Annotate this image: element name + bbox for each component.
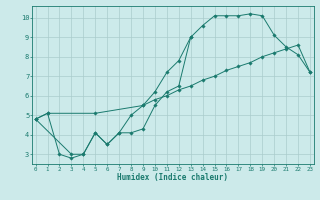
X-axis label: Humidex (Indice chaleur): Humidex (Indice chaleur) (117, 173, 228, 182)
